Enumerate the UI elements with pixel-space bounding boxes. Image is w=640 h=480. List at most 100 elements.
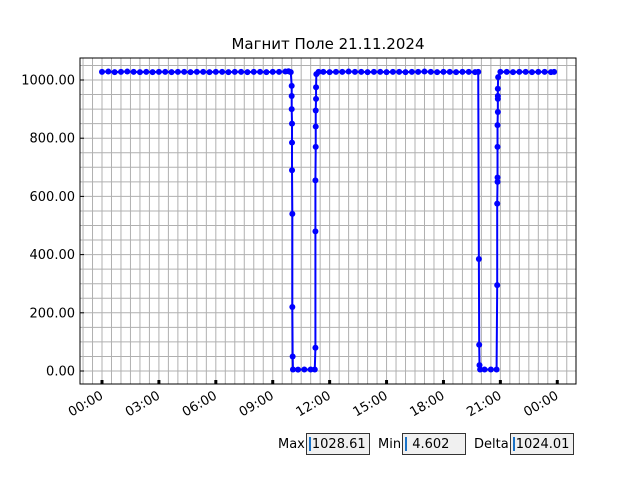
- x-tick-label: 21:00: [464, 388, 504, 420]
- data-point: [181, 68, 188, 75]
- data-point: [475, 68, 482, 75]
- data-point: [313, 84, 320, 91]
- max-value: 1028.61: [311, 436, 366, 452]
- data-point: [541, 68, 548, 75]
- data-point: [263, 69, 270, 76]
- y-tick-label: 600.00: [30, 190, 76, 205]
- min-stat: Min 4.602: [378, 432, 467, 456]
- data-point: [212, 68, 219, 75]
- data-point: [155, 68, 162, 75]
- text-cursor: [512, 437, 515, 451]
- data-point: [493, 366, 500, 373]
- data-point: [415, 68, 422, 75]
- data-point: [136, 69, 143, 76]
- data-point: [250, 68, 257, 75]
- data-point: [289, 139, 296, 146]
- data-point: [312, 177, 319, 184]
- data-point: [288, 82, 295, 89]
- data-point: [162, 68, 169, 75]
- data-point: [124, 68, 131, 75]
- data-point: [494, 122, 501, 129]
- max-label: Max: [278, 436, 305, 452]
- data-point: [312, 123, 319, 130]
- delta-field[interactable]: 1024.01: [509, 433, 574, 455]
- data-point: [149, 69, 156, 76]
- data-point: [427, 68, 434, 75]
- data-point: [446, 68, 453, 75]
- series-line: [101, 70, 555, 371]
- x-tick-label: 15:00: [351, 388, 391, 420]
- x-tick-label: 03:00: [123, 388, 163, 420]
- data-point: [193, 68, 200, 75]
- y-tick-label: 1000.00: [21, 74, 75, 89]
- data-point: [351, 68, 358, 75]
- data-point: [143, 68, 150, 75]
- y-tick-label: 400.00: [30, 248, 76, 263]
- data-point: [487, 366, 494, 373]
- data-point: [326, 69, 333, 76]
- data-point: [497, 68, 504, 75]
- x-tick-label: 00:00: [521, 388, 561, 420]
- data-point: [257, 68, 264, 75]
- y-tick-label: 200.00: [30, 306, 76, 321]
- data-point: [364, 69, 371, 76]
- data-point: [494, 282, 501, 289]
- data-point: [503, 68, 510, 75]
- data-point: [187, 69, 194, 76]
- data-point: [475, 255, 482, 262]
- data-point: [288, 93, 295, 100]
- data-point: [345, 68, 352, 75]
- x-tick-label: 00:00: [66, 388, 106, 420]
- data-point: [332, 68, 339, 75]
- data-point: [434, 69, 441, 76]
- data-point: [219, 68, 226, 75]
- data-point: [476, 341, 483, 348]
- data-point: [200, 68, 207, 75]
- max-field[interactable]: 1028.61: [305, 433, 370, 455]
- text-cursor: [405, 437, 408, 451]
- min-field[interactable]: 4.602: [402, 433, 467, 455]
- data-point: [440, 68, 447, 75]
- data-point: [287, 69, 294, 76]
- x-tick-label: 18:00: [408, 388, 448, 420]
- data-point: [396, 68, 403, 75]
- data-point: [231, 68, 238, 75]
- data-point: [494, 85, 501, 92]
- data-point: [289, 210, 296, 217]
- data-point: [225, 69, 232, 76]
- plot-frame: [79, 57, 577, 385]
- data-point: [494, 143, 501, 150]
- data-point: [465, 68, 472, 75]
- data-point: [288, 106, 295, 113]
- data-point: [370, 68, 377, 75]
- data-point: [313, 95, 320, 102]
- data-point: [535, 68, 542, 75]
- data-point: [244, 69, 251, 76]
- data-point: [289, 366, 296, 373]
- data-point: [168, 69, 175, 76]
- data-point: [130, 68, 137, 75]
- data-point: [389, 68, 396, 75]
- data-point: [477, 366, 484, 373]
- data-point: [339, 68, 346, 75]
- data-point: [289, 303, 296, 310]
- min-label: Min: [378, 436, 402, 452]
- chart-title: Магнит Поле 21.11.2024: [231, 35, 424, 53]
- data-point: [377, 68, 384, 75]
- data-point: [111, 69, 118, 76]
- data-point: [289, 120, 296, 127]
- data-point: [269, 68, 276, 75]
- data-point: [494, 178, 501, 185]
- data-point: [551, 68, 558, 75]
- data-point: [383, 69, 390, 76]
- y-tick-label: 800.00: [30, 132, 76, 147]
- data-point: [528, 69, 535, 76]
- delta-label: Delta: [474, 436, 509, 452]
- data-point: [516, 68, 523, 75]
- data-point: [99, 68, 105, 75]
- data-point: [312, 143, 319, 150]
- data-point: [494, 174, 501, 181]
- data-point: [408, 68, 415, 75]
- data-point: [117, 68, 124, 75]
- data-point: [510, 69, 517, 76]
